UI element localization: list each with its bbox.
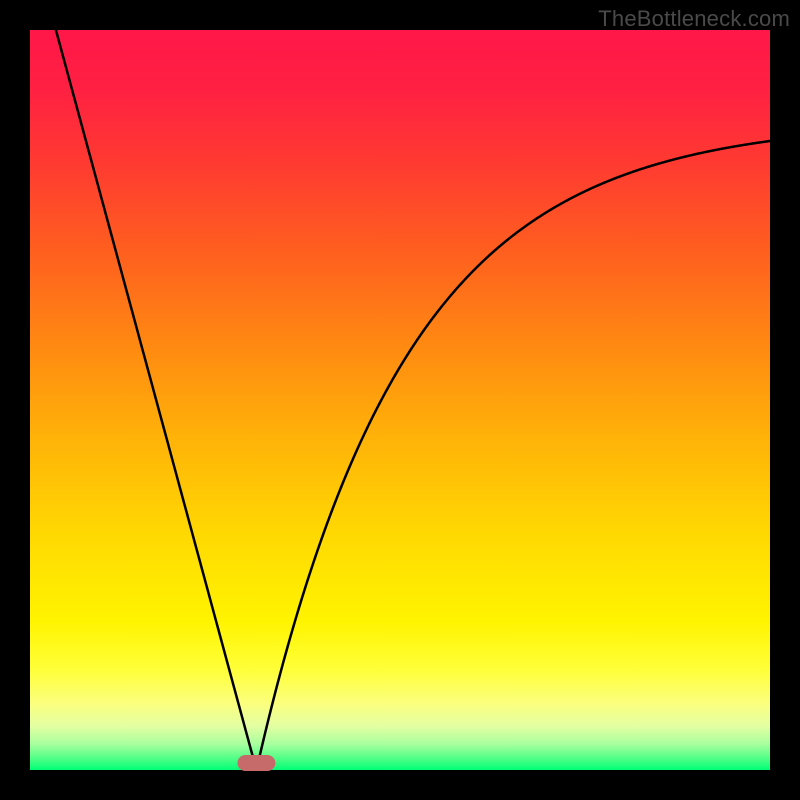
bottleneck-curve-chart	[0, 0, 800, 800]
dip-marker	[237, 755, 275, 771]
chart-root: TheBottleneck.com	[0, 0, 800, 800]
chart-background-gradient	[30, 30, 770, 770]
watermark-text: TheBottleneck.com	[598, 6, 790, 32]
